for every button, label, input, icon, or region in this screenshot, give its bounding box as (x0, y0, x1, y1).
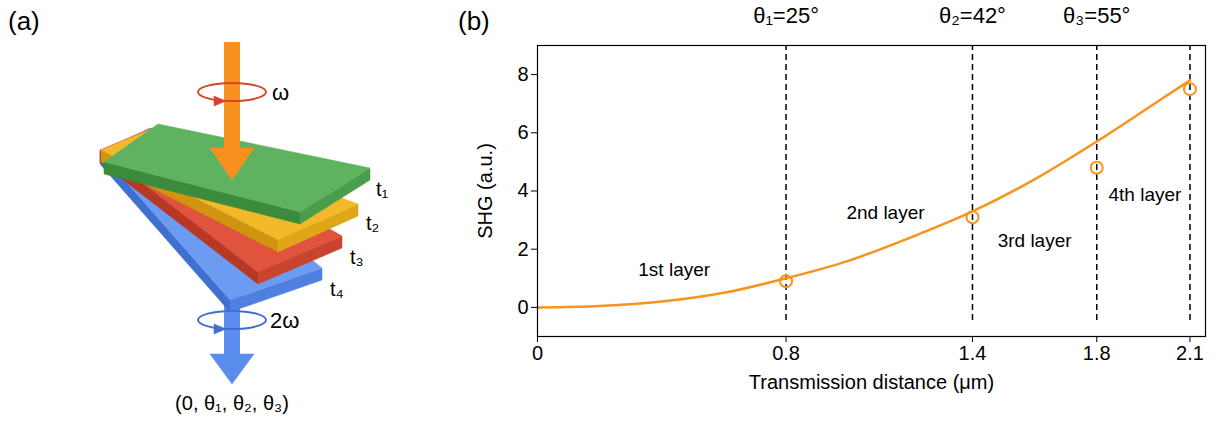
html-text:(b): (b) (458, 6, 490, 36)
svg-text:1.8: 1.8 (1083, 342, 1111, 364)
svg-text:θ₃=55°: θ₃=55° (1063, 3, 1130, 28)
svg-text:8: 8 (517, 63, 528, 85)
svg-text:2.1: 2.1 (1176, 342, 1204, 364)
svg-text:3rd layer: 3rd layer (998, 230, 1073, 251)
svg-text:2ω: 2ω (270, 308, 299, 333)
svg-text:4: 4 (517, 179, 528, 201)
svg-text:θ₁=25°: θ₁=25° (753, 3, 819, 28)
svg-text:0: 0 (532, 342, 543, 364)
html-text:(a): (a) (8, 6, 40, 36)
svg-text:θ₂=42°: θ₂=42° (939, 3, 1006, 28)
svg-text:(0, θ₁, θ₂, θ₃): (0, θ₁, θ₂, θ₃) (175, 392, 289, 414)
svg-text:2: 2 (517, 238, 528, 260)
svg-text:1st layer: 1st layer (638, 259, 710, 280)
svg-text:t₄: t₄ (330, 278, 344, 300)
svg-text:SHG (a.u.): SHG (a.u.) (474, 143, 496, 239)
svg-text:2nd layer: 2nd layer (846, 202, 925, 223)
svg-text:t₃: t₃ (350, 246, 364, 268)
svg-text:t₁: t₁ (376, 178, 389, 200)
svg-text:0: 0 (517, 296, 528, 318)
svg-text:Transmission distance (μm): Transmission distance (μm) (749, 371, 994, 393)
svg-text:4th layer: 4th layer (1108, 184, 1182, 205)
svg-text:6: 6 (517, 121, 528, 143)
svg-text:ω: ω (272, 80, 289, 105)
svg-text:t₂: t₂ (366, 212, 379, 234)
svg-text:1.4: 1.4 (959, 342, 987, 364)
svg-text:0.8: 0.8 (772, 342, 800, 364)
